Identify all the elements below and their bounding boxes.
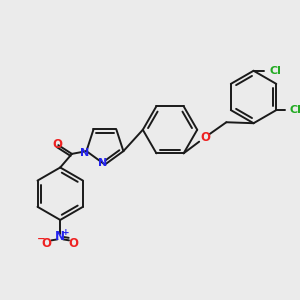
Text: +: +	[62, 228, 69, 237]
Text: N: N	[98, 158, 108, 168]
Text: Cl: Cl	[270, 66, 282, 76]
Text: O: O	[200, 131, 210, 144]
Text: N: N	[80, 148, 89, 158]
Text: Cl: Cl	[290, 105, 300, 115]
Text: O: O	[69, 237, 79, 250]
Text: −: −	[37, 233, 46, 243]
Text: O: O	[42, 237, 52, 250]
Text: O: O	[52, 138, 62, 151]
Text: N: N	[55, 230, 65, 243]
